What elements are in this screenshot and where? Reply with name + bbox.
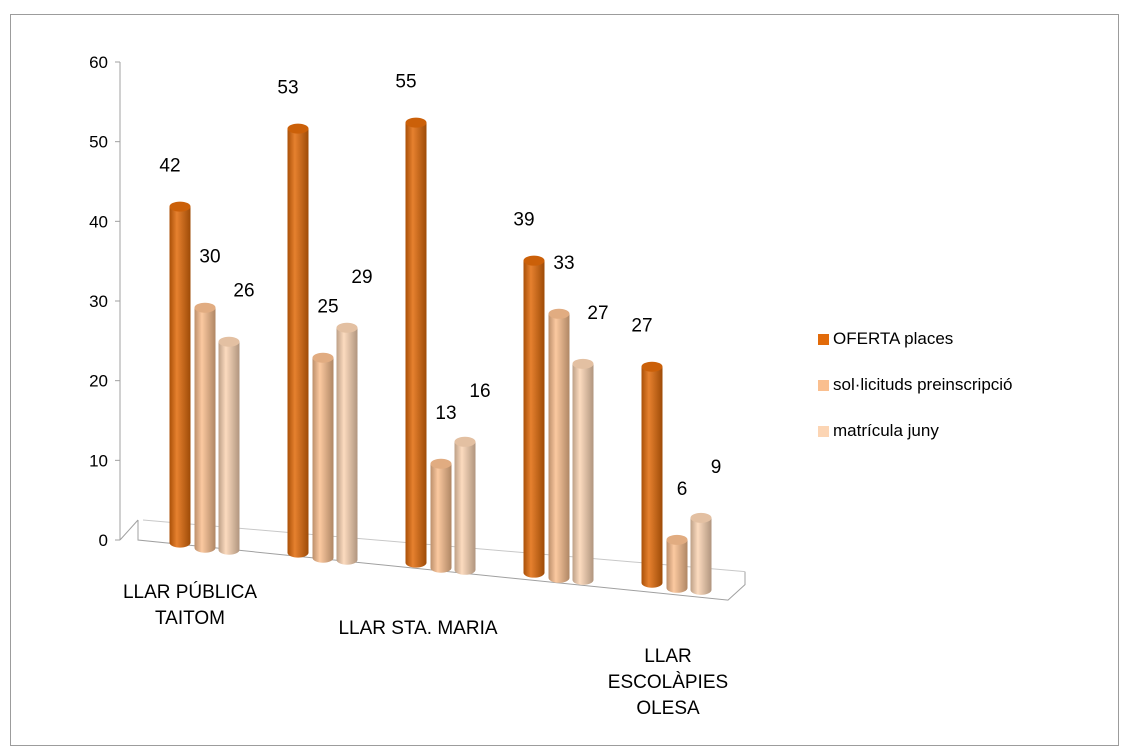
bar-2-3 (572, 358, 594, 585)
bar-top (405, 117, 427, 128)
data-label-0-0: 42 (159, 156, 180, 177)
legend-item-2[interactable]: matrícula juny (818, 421, 939, 440)
bar-1-4 (666, 534, 688, 593)
y-tick-label: 0 (99, 531, 108, 550)
category-label-line: OLESA (636, 698, 700, 719)
y-tick-label: 60 (89, 53, 108, 72)
bars (169, 117, 712, 595)
bar-1-2 (430, 458, 452, 573)
y-tick-label: 20 (89, 372, 108, 391)
bar-0-2 (405, 117, 427, 568)
data-label-2-0: 26 (233, 281, 254, 302)
floor-edge-left (119, 519, 139, 541)
y-tick-label: 50 (89, 133, 108, 152)
y-tick-label: 10 (89, 451, 108, 470)
legend-swatch (818, 334, 829, 345)
bar-top (454, 436, 476, 447)
bar-top (641, 361, 663, 372)
bar-body (641, 366, 663, 588)
bar-body (690, 517, 712, 595)
bar-top (690, 512, 712, 523)
data-label-1-2: 13 (435, 403, 456, 424)
axes: 0 10 20 30 40 50 60 LLAR PÚBLICA TAITOM LLAR STA.… (89, 53, 746, 719)
bar-top (666, 534, 688, 545)
data-label-2-4: 9 (711, 457, 722, 478)
legend-label: sol·licituds preinscripció (833, 375, 1013, 394)
data-label-0-3: 39 (513, 210, 534, 231)
data-label-1-3: 33 (553, 253, 574, 274)
bar-2-1 (336, 322, 358, 565)
bar-2-2 (454, 436, 476, 575)
data-label-2-2: 16 (469, 381, 490, 402)
bar-body (169, 206, 191, 548)
bar-top (572, 358, 594, 369)
bar-body (194, 307, 216, 553)
bar-top (548, 308, 570, 319)
bar-1-0 (194, 302, 216, 553)
bar-0-1 (287, 123, 309, 558)
bar-body (430, 463, 452, 573)
bar-body (572, 363, 594, 585)
legend-swatch (818, 426, 829, 437)
bar-top (312, 352, 334, 363)
bar-top (523, 255, 545, 266)
bar-0-0 (169, 201, 191, 548)
legend-label: matrícula juny (833, 421, 939, 440)
bar-top (194, 302, 216, 313)
y-tick-label: 40 (89, 212, 108, 231)
legend-item-1[interactable]: sol·licituds preinscripció (818, 375, 1013, 394)
bar-0-4 (641, 361, 663, 588)
bar-1-1 (312, 352, 334, 563)
bar-body (548, 313, 570, 583)
bar-top (430, 458, 452, 469)
category-label-2: LLAR STA. MARIA (338, 618, 497, 639)
legend-item-0[interactable]: OFERTA places (818, 329, 953, 348)
bar-body (666, 539, 688, 593)
category-label-line: ESCOLÀPIES (608, 672, 728, 693)
bar-top (336, 322, 358, 333)
legend-swatch (818, 380, 829, 391)
category-label-4: LLAR ESCOLÀPIES OLESA (608, 646, 728, 719)
bar-0-3 (523, 255, 545, 578)
data-label-1-0: 30 (199, 247, 220, 268)
bar-body (287, 128, 309, 558)
data-label-0-1: 53 (277, 78, 298, 99)
bar-top (169, 201, 191, 212)
data-label-0-4: 27 (631, 316, 652, 337)
bar-body (218, 341, 240, 555)
category-label-line: LLAR (644, 646, 692, 667)
data-label-2-1: 29 (351, 267, 372, 288)
legend[interactable]: OFERTA places sol·licituds preinscripció m… (818, 329, 1013, 440)
data-label-2-3: 27 (587, 303, 608, 324)
bar-body (523, 260, 545, 578)
bar-top (287, 123, 309, 134)
bar-body (312, 357, 334, 563)
bar-body (336, 327, 358, 565)
category-label-line: TAITOM (155, 608, 225, 629)
bar-2-4 (690, 512, 712, 595)
category-label-line: LLAR STA. MARIA (338, 618, 497, 639)
y-tick-label: 30 (89, 292, 108, 311)
data-label-1-4: 6 (677, 479, 688, 500)
data-label-0-2: 55 (395, 72, 416, 93)
legend-label: OFERTA places (833, 329, 953, 348)
bar-1-3 (548, 308, 570, 583)
data-labels: 42 30 26 53 25 29 55 13 16 39 33 27 27 6 9 (159, 72, 721, 500)
category-label-0: LLAR PÚBLICA TAITOM (123, 581, 257, 629)
bar-body (405, 122, 427, 568)
bar-body (454, 441, 476, 575)
bar-2-0 (218, 336, 240, 555)
bar-top (218, 336, 240, 347)
floor-outline (137, 520, 746, 601)
data-label-1-1: 25 (317, 297, 338, 318)
category-label-line: LLAR PÚBLICA (123, 581, 257, 603)
